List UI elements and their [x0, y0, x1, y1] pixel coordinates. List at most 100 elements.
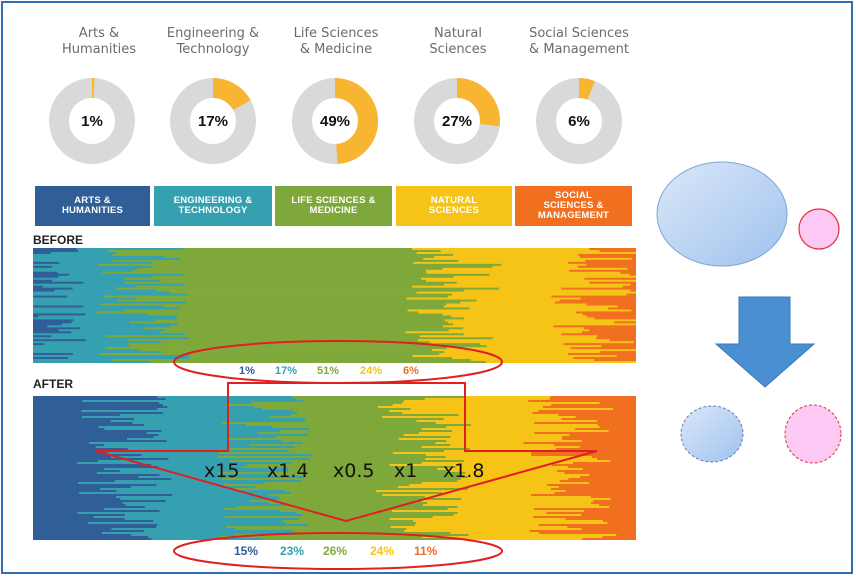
bar-segment-social — [561, 287, 636, 290]
bar-segment-life — [118, 299, 477, 302]
bar-segment-social — [562, 438, 636, 441]
bar-segment-natural — [416, 291, 636, 294]
multiplier-life: x0.5 — [333, 460, 375, 482]
bar-segment-social — [550, 396, 636, 399]
bar-segment-arts — [33, 450, 142, 453]
bar-segment-life — [159, 331, 406, 334]
bar-segment-arts — [33, 353, 74, 356]
bar-segment-natural — [452, 293, 628, 296]
bar-segment-engineering — [33, 361, 151, 363]
bar-segment-engineering — [50, 251, 118, 255]
bar-segment-arts — [33, 456, 112, 459]
bar-segment-natural — [390, 526, 568, 529]
donut-percent-arts: 1% — [81, 112, 103, 130]
bar-segment-arts — [33, 474, 160, 477]
multiplier-engineering: x1.4 — [267, 460, 309, 482]
bar-segment-natural — [432, 516, 534, 519]
bar-segment-social — [599, 249, 636, 253]
bar-segment-life — [185, 283, 445, 286]
bar-segment-social — [534, 508, 636, 511]
bar-segment-engineering — [33, 267, 138, 271]
bar-segment-natural — [406, 297, 582, 300]
bar-segment-natural — [458, 259, 586, 263]
bar-segment-engineering — [168, 458, 311, 461]
bar-segment-natural — [411, 248, 590, 251]
bar-segment-engineering — [157, 396, 292, 399]
bar-segment-natural — [450, 436, 563, 439]
bar-segment-social — [552, 464, 636, 467]
bar-segment-social — [589, 329, 636, 332]
bar-segment-social — [554, 301, 636, 304]
bar-segment-natural — [452, 323, 636, 326]
bar-segment-social — [589, 248, 636, 251]
bar-segment-natural — [413, 520, 604, 523]
bar-segment-arts — [33, 273, 70, 277]
bar-segment-social — [586, 303, 636, 306]
bar-segment-natural — [427, 502, 592, 505]
bar-segment-natural — [435, 422, 535, 425]
bar-segment-natural — [397, 486, 560, 489]
bar-segment-engineering — [124, 518, 300, 521]
bar-segment-life — [129, 321, 449, 324]
dashed-pink-circle — [784, 404, 842, 464]
bar-segment-arts — [33, 305, 84, 308]
bar-segment-arts — [33, 492, 80, 495]
bar-segment-arts — [33, 327, 81, 330]
donut-title-engineering: Engineering & Technology — [166, 26, 260, 57]
bar-segment-engineering — [82, 400, 304, 403]
bar-segment-engineering — [77, 512, 297, 515]
bar-segment-life — [264, 482, 423, 485]
bar-segment-life — [115, 287, 500, 290]
after-percent-natural: 24% — [370, 544, 395, 558]
bar-segment-engineering — [103, 444, 251, 447]
bar-segment-engineering — [158, 402, 253, 405]
bar-segment-engineering — [126, 438, 230, 441]
bar-segment-arts — [33, 524, 158, 527]
bar-segment-arts — [33, 275, 59, 279]
bar-segment-life — [178, 257, 424, 261]
bar-segment-life — [290, 414, 459, 417]
dashed-blue-circle — [680, 405, 744, 463]
bar-segment-arts — [33, 510, 161, 513]
bar-segment-life — [218, 452, 394, 455]
bar-segment-social — [539, 532, 636, 535]
bar-segment-social — [534, 432, 636, 435]
bar-segment-life — [222, 478, 462, 481]
bar-segment-engineering — [134, 418, 307, 421]
bar-segment-life — [228, 438, 400, 441]
bar-segment-arts — [33, 416, 83, 419]
bar-segment-engineering — [119, 414, 291, 417]
bar-segment-social — [574, 450, 636, 453]
bar-segment-engineering — [71, 321, 131, 324]
bar-segment-life — [124, 277, 422, 281]
bar-segment-engineering — [96, 472, 219, 475]
bar-segment-natural — [446, 347, 572, 350]
bar-segment-life — [228, 448, 471, 451]
bar-segment-natural — [476, 299, 561, 302]
bar-segment-social — [547, 484, 636, 487]
bar-segment-social — [569, 269, 636, 273]
bar-segment-engineering — [167, 406, 255, 409]
bar-segment-engineering — [111, 456, 218, 459]
bar-segment-arts — [33, 396, 158, 399]
bar-segment-natural — [412, 285, 624, 288]
bar-segment-natural — [412, 355, 618, 358]
donut-percent-engineering: 17% — [197, 112, 229, 130]
bar-segment-natural — [446, 440, 583, 443]
bar-segment-engineering — [172, 494, 270, 497]
before-distribution-bars — [33, 248, 636, 363]
bar-segment-natural — [492, 337, 597, 340]
bar-segment-arts — [33, 329, 59, 332]
bar-segment-natural — [499, 287, 562, 290]
bar-segment-engineering — [76, 248, 184, 251]
bar-segment-arts — [33, 526, 157, 529]
bar-segment-natural — [453, 514, 582, 517]
bar-segment-arts — [33, 402, 160, 405]
bar-segment-life — [311, 454, 427, 457]
bar-segment-arts — [33, 500, 167, 503]
bar-segment-natural — [450, 444, 555, 447]
bar-segment-arts — [33, 486, 132, 489]
bar-segment-engineering — [144, 506, 238, 509]
bar-segment-life — [116, 251, 418, 255]
bar-segment-arts — [33, 506, 146, 509]
